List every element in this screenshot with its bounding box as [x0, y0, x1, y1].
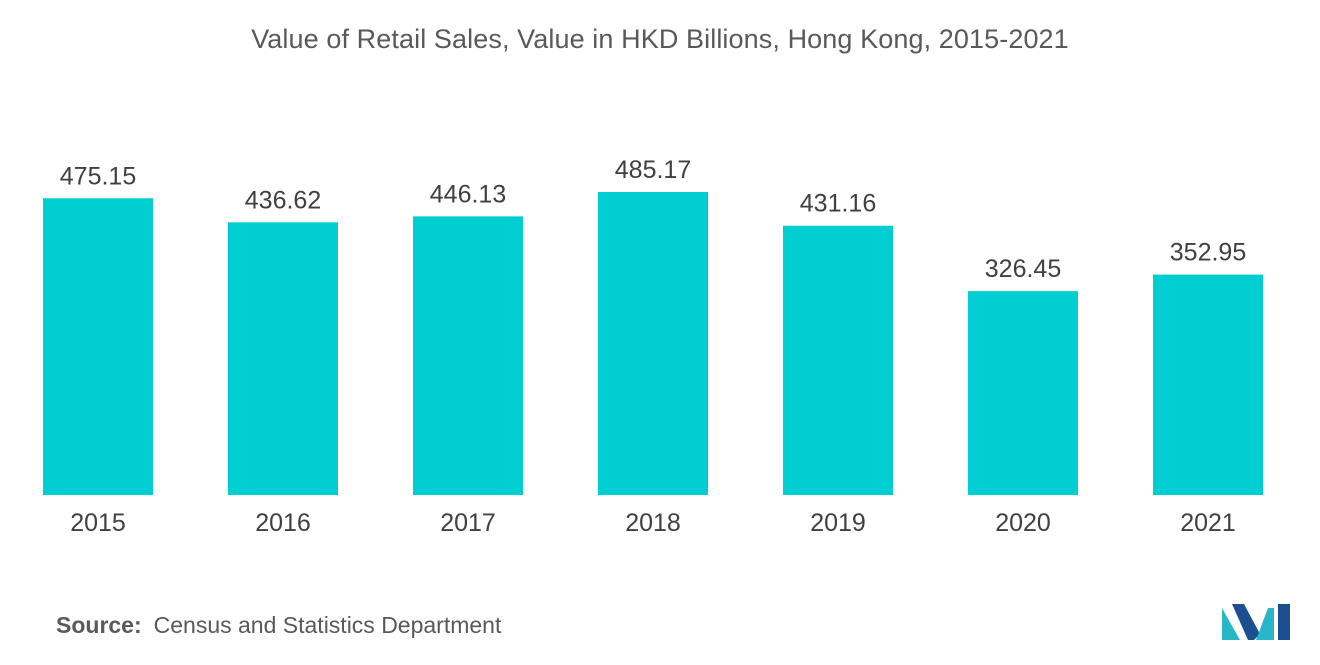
x-tick-label-2021: 2021 — [1180, 509, 1236, 537]
value-label-2021: 352.95 — [1170, 239, 1246, 267]
x-tick-label-2020: 2020 — [995, 509, 1051, 537]
bar-2015 — [43, 198, 153, 495]
bar-2020 — [968, 291, 1078, 495]
bar-2019 — [783, 225, 893, 495]
logo-shape-right — [1278, 604, 1290, 640]
bar-2018 — [598, 192, 708, 495]
logo-shape-left — [1222, 608, 1240, 640]
value-labels-layer: 475.15 436.62 446.13 485.17 431.16 326.45 352.… — [60, 156, 1246, 283]
bar-chart: 475.15 436.62 446.13 485.17 431.16 326.45 352.… — [43, 156, 1263, 537]
x-tick-label-2015: 2015 — [70, 509, 126, 537]
logo-shape-mid-right — [1256, 608, 1274, 640]
bars-layer — [43, 192, 1263, 495]
value-label-2019: 431.16 — [800, 190, 876, 218]
x-tick-label-2018: 2018 — [625, 509, 681, 537]
value-label-2020: 326.45 — [985, 255, 1061, 283]
source-label: Source: — [56, 612, 142, 638]
value-label-2017: 446.13 — [430, 180, 506, 208]
bar-2021 — [1153, 274, 1263, 495]
bar-2016 — [228, 222, 338, 495]
x-tick-label-2016: 2016 — [255, 509, 311, 537]
x-tick-label-2017: 2017 — [440, 509, 496, 537]
x-tick-label-2019: 2019 — [810, 509, 866, 537]
source-note: Source: Census and Statistics Department — [56, 612, 501, 639]
chart-title: Value of Retail Sales, Value in HKD Bill… — [251, 24, 1069, 54]
bar-2017 — [413, 216, 523, 495]
value-label-2016: 436.62 — [245, 186, 321, 214]
value-label-2018: 485.17 — [615, 156, 691, 184]
mordor-intelligence-logo-icon — [1222, 604, 1290, 640]
value-label-2015: 475.15 — [60, 162, 136, 190]
x-axis-ticks: 2015 2016 2017 2018 2019 2020 2021 — [70, 509, 1236, 537]
logo-shape-mid-left — [1232, 604, 1260, 640]
source-text: Census and Statistics Department — [153, 612, 502, 638]
